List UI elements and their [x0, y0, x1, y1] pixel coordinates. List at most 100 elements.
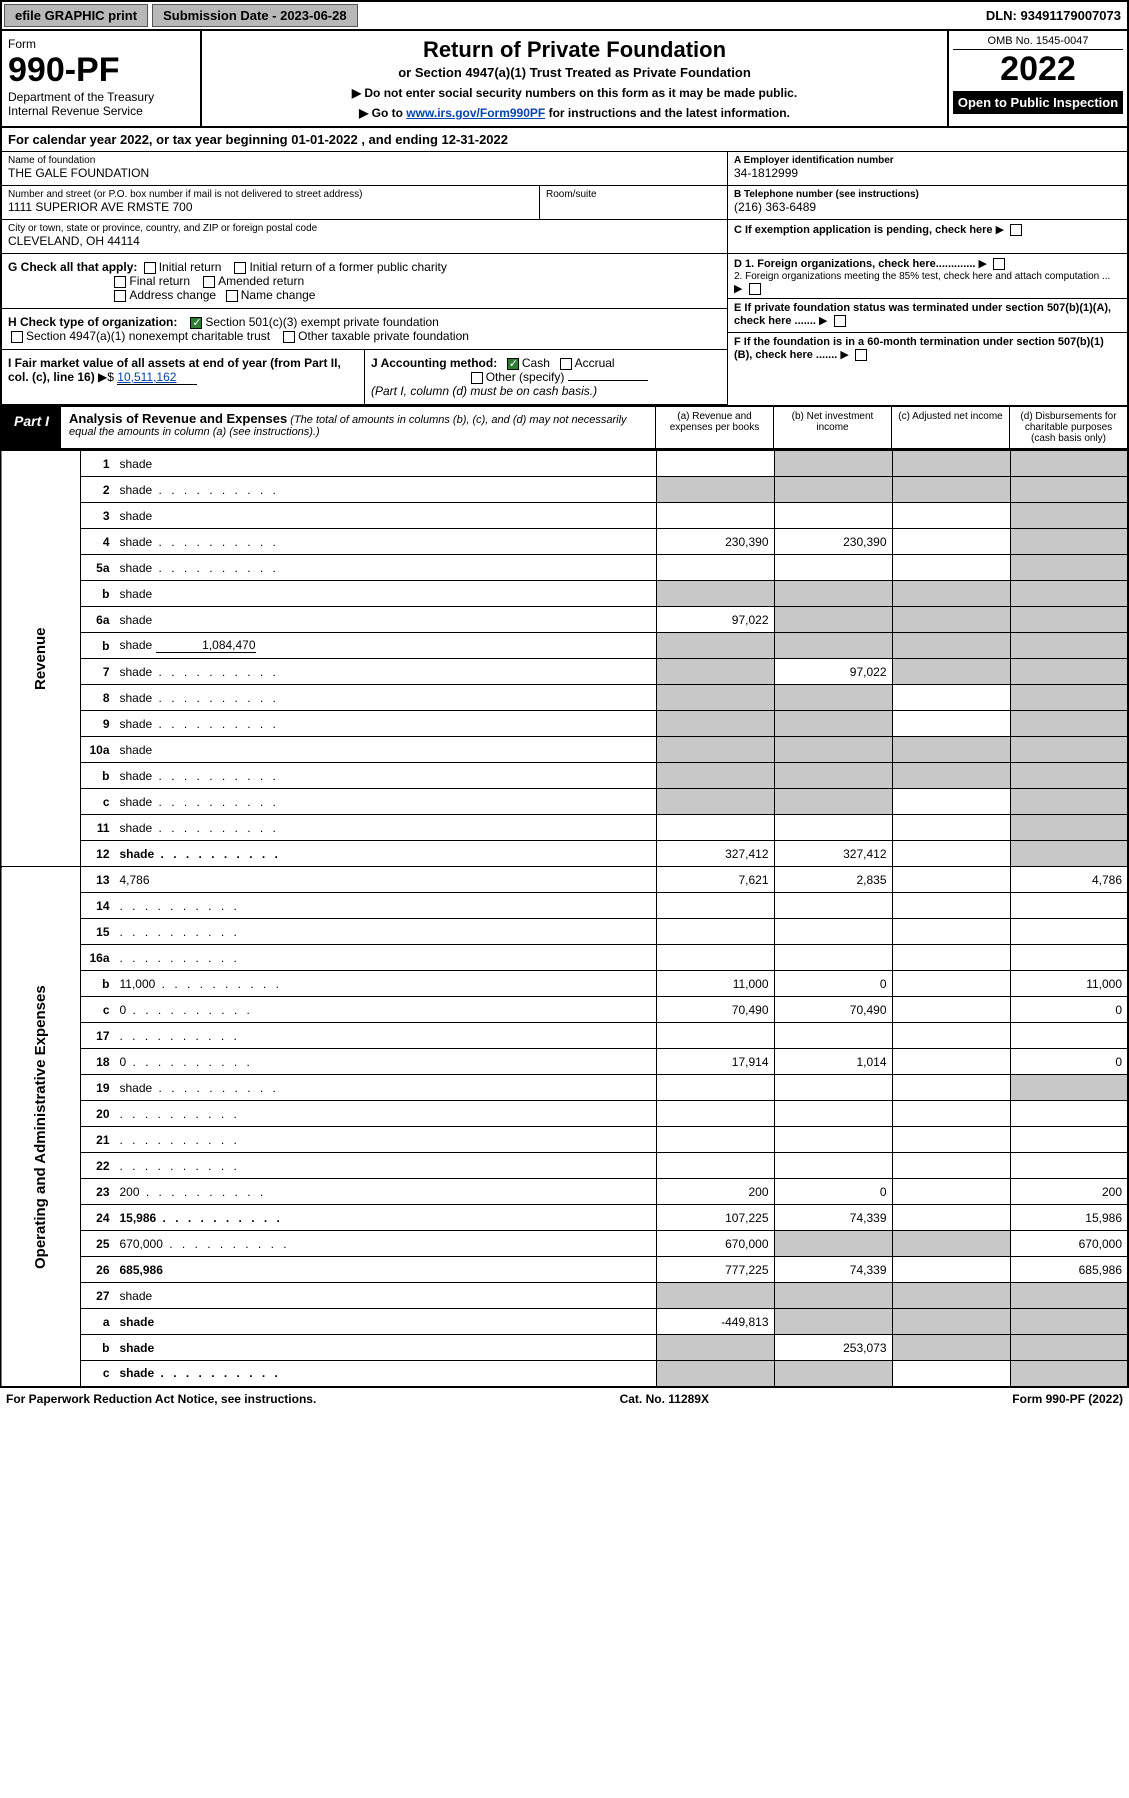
cell-a [656, 711, 774, 737]
expenses-section-label: Operating and Administrative Expenses [1, 867, 81, 1387]
c-checkbox[interactable] [1010, 224, 1022, 236]
dept-label: Department of the Treasury [8, 90, 194, 104]
table-row: cshade [1, 1361, 1128, 1387]
table-row: 20 [1, 1101, 1128, 1127]
name-change-checkbox[interactable] [226, 290, 238, 302]
line-number: 11 [81, 815, 115, 841]
table-row: 11shade [1, 815, 1128, 841]
4947a1-checkbox[interactable] [11, 331, 23, 343]
cell-d [1010, 737, 1128, 763]
cell-a: 70,490 [656, 997, 774, 1023]
j-note: (Part I, column (d) must be on cash basi… [371, 384, 597, 398]
cell-d: 200 [1010, 1179, 1128, 1205]
final-return-checkbox[interactable] [114, 276, 126, 288]
form-note1: ▶ Do not enter social security numbers o… [212, 86, 937, 100]
d1-label: D 1. Foreign organizations, check here..… [734, 258, 975, 270]
line-description: 0 [115, 997, 657, 1023]
cell-d: 0 [1010, 997, 1128, 1023]
table-row: 15 [1, 919, 1128, 945]
cell-c [892, 711, 1010, 737]
line-number: 7 [81, 659, 115, 685]
d2-label: 2. Foreign organizations meeting the 85%… [734, 271, 1110, 282]
cell-d [1010, 919, 1128, 945]
cell-c [892, 1075, 1010, 1101]
cell-d [1010, 945, 1128, 971]
g-label: G Check all that apply: [8, 260, 137, 274]
cell-a: 230,390 [656, 529, 774, 555]
d1-checkbox[interactable] [993, 258, 1005, 270]
table-row: 21 [1, 1127, 1128, 1153]
col-c-header: (c) Adjusted net income [891, 407, 1009, 448]
e-checkbox[interactable] [834, 315, 846, 327]
line-number: c [81, 997, 115, 1023]
opt-initial-former: Initial return of a former public charit… [249, 260, 446, 274]
table-row: 10ashade [1, 737, 1128, 763]
cell-a [656, 659, 774, 685]
address-change-checkbox[interactable] [114, 290, 126, 302]
cell-a: 670,000 [656, 1231, 774, 1257]
cell-a [656, 1283, 774, 1309]
line-number: c [81, 789, 115, 815]
cell-d [1010, 1335, 1128, 1361]
f-checkbox[interactable] [855, 349, 867, 361]
line-number: 26 [81, 1257, 115, 1283]
cell-c [892, 737, 1010, 763]
d2-checkbox[interactable] [749, 283, 761, 295]
cell-d: 4,786 [1010, 867, 1128, 893]
cell-a: 7,621 [656, 867, 774, 893]
cell-c [892, 1101, 1010, 1127]
cash-checkbox[interactable] [507, 358, 519, 370]
line-description: shade [115, 581, 657, 607]
amended-return-checkbox[interactable] [203, 276, 215, 288]
city-label: City or town, state or province, country… [8, 223, 721, 234]
initial-former-checkbox[interactable] [234, 262, 246, 274]
opt-cash: Cash [522, 356, 550, 370]
other-method-checkbox[interactable] [471, 372, 483, 384]
other-taxable-checkbox[interactable] [283, 331, 295, 343]
form-title: Return of Private Foundation [212, 37, 937, 63]
accrual-checkbox[interactable] [560, 358, 572, 370]
cell-b: 327,412 [774, 841, 892, 867]
cell-b: 0 [774, 1179, 892, 1205]
cell-a [656, 737, 774, 763]
foundation-city: CLEVELAND, OH 44114 [8, 234, 721, 248]
cell-d [1010, 503, 1128, 529]
cell-b [774, 477, 892, 503]
cell-c [892, 659, 1010, 685]
note2-post: for instructions and the latest informat… [545, 106, 790, 120]
table-row: bshade [1, 581, 1128, 607]
cell-c [892, 945, 1010, 971]
table-row: 6ashade97,022 [1, 607, 1128, 633]
cell-b [774, 1283, 892, 1309]
ein-label: A Employer identification number [734, 155, 894, 166]
line-number: 6a [81, 607, 115, 633]
line-description: 0 [115, 1049, 657, 1075]
cell-b [774, 633, 892, 659]
cell-b: 2,835 [774, 867, 892, 893]
501c3-checkbox[interactable] [190, 317, 202, 329]
cell-c [892, 919, 1010, 945]
line-description: shade [115, 789, 657, 815]
footer-mid: Cat. No. 11289X [620, 1392, 709, 1406]
opt-other-tax: Other taxable private foundation [298, 329, 469, 343]
fmv-value[interactable]: 10,511,162 [117, 370, 197, 385]
cell-a [656, 451, 774, 477]
line-number: 8 [81, 685, 115, 711]
part1-desc: Analysis of Revenue and Expenses (The to… [61, 407, 655, 448]
cell-c [892, 1361, 1010, 1387]
form990pf-link[interactable]: www.irs.gov/Form990PF [406, 106, 545, 120]
cell-b [774, 763, 892, 789]
cell-a [656, 1153, 774, 1179]
initial-return-checkbox[interactable] [144, 262, 156, 274]
col-b-header: (b) Net investment income [773, 407, 891, 448]
line-number: b [81, 1335, 115, 1361]
line-description [115, 1153, 657, 1179]
revenue-section-label: Revenue [1, 451, 81, 867]
line-number: 9 [81, 711, 115, 737]
cell-a [656, 477, 774, 503]
cell-c [892, 789, 1010, 815]
efile-print-button[interactable]: efile GRAPHIC print [4, 4, 148, 27]
e-label: E If private foundation status was termi… [734, 302, 1111, 327]
cell-a [656, 581, 774, 607]
cell-c [892, 815, 1010, 841]
